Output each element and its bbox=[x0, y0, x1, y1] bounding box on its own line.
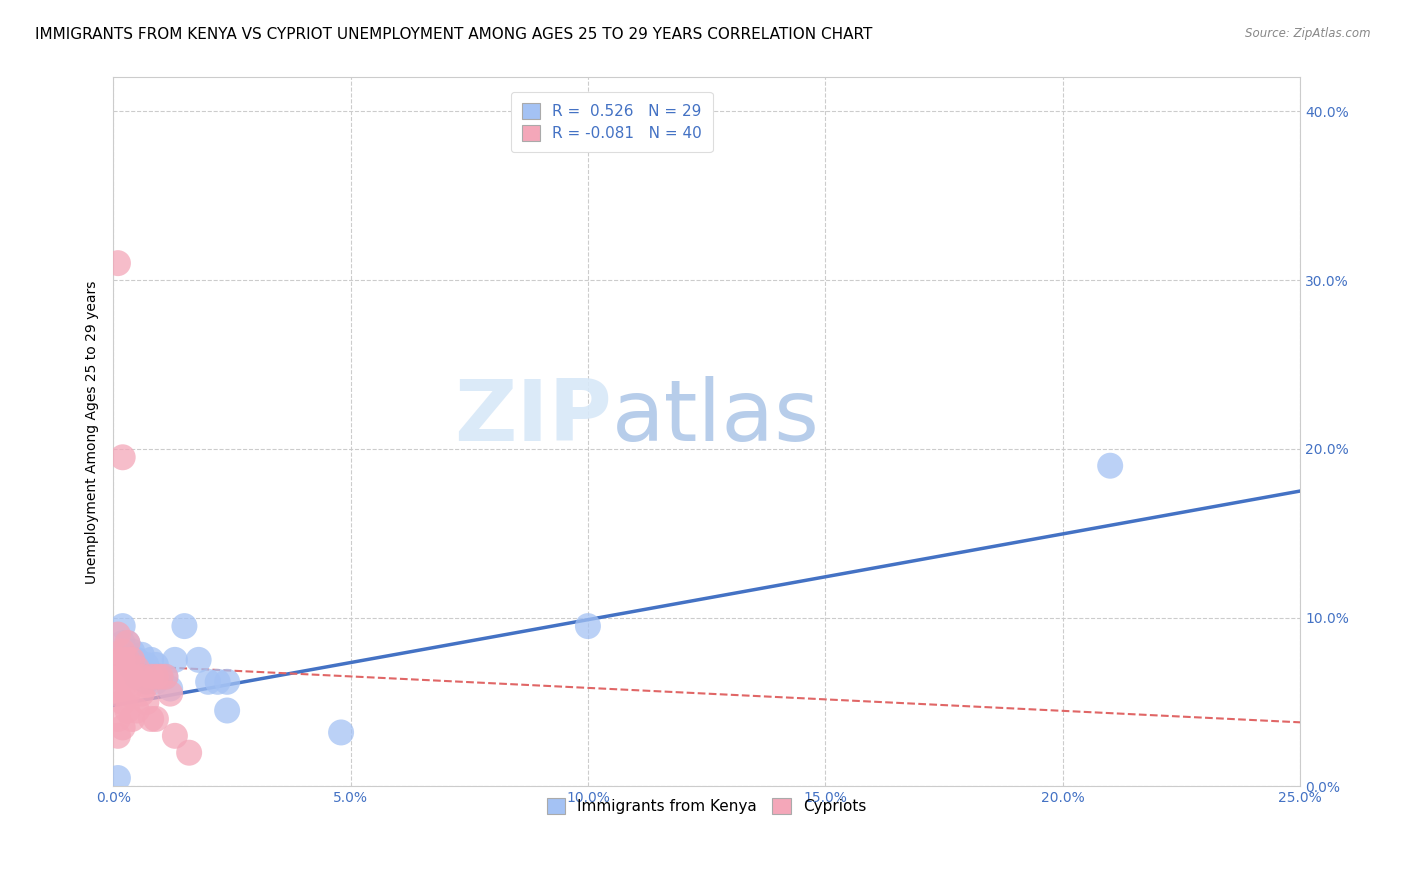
Point bbox=[217, 704, 239, 718]
Point bbox=[135, 695, 157, 709]
Point bbox=[111, 687, 134, 701]
Point bbox=[107, 653, 129, 667]
Point bbox=[149, 670, 172, 684]
Point bbox=[159, 681, 181, 696]
Point bbox=[111, 644, 134, 658]
Point bbox=[145, 670, 167, 684]
Point bbox=[107, 661, 129, 675]
Point bbox=[107, 670, 129, 684]
Point bbox=[107, 627, 129, 641]
Point bbox=[155, 670, 177, 684]
Point bbox=[135, 657, 157, 672]
Point bbox=[107, 687, 129, 701]
Point bbox=[121, 644, 143, 658]
Point bbox=[111, 636, 134, 650]
Point bbox=[145, 657, 167, 672]
Point bbox=[121, 661, 143, 675]
Point bbox=[117, 653, 139, 667]
Point bbox=[163, 653, 186, 667]
Point bbox=[131, 687, 153, 701]
Y-axis label: Unemployment Among Ages 25 to 29 years: Unemployment Among Ages 25 to 29 years bbox=[86, 280, 100, 583]
Point bbox=[125, 670, 148, 684]
Point bbox=[576, 619, 599, 633]
Point bbox=[155, 670, 177, 684]
Point bbox=[117, 636, 139, 650]
Point bbox=[107, 729, 129, 743]
Point bbox=[125, 661, 148, 675]
Point bbox=[107, 771, 129, 785]
Text: Source: ZipAtlas.com: Source: ZipAtlas.com bbox=[1246, 27, 1371, 40]
Text: IMMIGRANTS FROM KENYA VS CYPRIOT UNEMPLOYMENT AMONG AGES 25 TO 29 YEARS CORRELAT: IMMIGRANTS FROM KENYA VS CYPRIOT UNEMPLO… bbox=[35, 27, 873, 42]
Point bbox=[141, 653, 163, 667]
Point bbox=[117, 636, 139, 650]
Text: atlas: atlas bbox=[612, 376, 820, 459]
Point bbox=[131, 670, 153, 684]
Point bbox=[179, 746, 201, 760]
Point bbox=[207, 674, 229, 689]
Point bbox=[217, 674, 239, 689]
Point bbox=[159, 687, 181, 701]
Point bbox=[111, 695, 134, 709]
Point bbox=[121, 712, 143, 726]
Point bbox=[111, 450, 134, 465]
Point bbox=[145, 712, 167, 726]
Point bbox=[141, 712, 163, 726]
Point bbox=[117, 670, 139, 684]
Legend: Immigrants from Kenya, Cypriots: Immigrants from Kenya, Cypriots bbox=[536, 788, 877, 825]
Point bbox=[149, 670, 172, 684]
Point bbox=[107, 256, 129, 270]
Point bbox=[135, 674, 157, 689]
Point bbox=[107, 670, 129, 684]
Point bbox=[111, 653, 134, 667]
Point bbox=[330, 725, 353, 739]
Point bbox=[111, 720, 134, 734]
Point bbox=[117, 687, 139, 701]
Point bbox=[135, 678, 157, 692]
Point bbox=[1099, 458, 1122, 473]
Point bbox=[117, 653, 139, 667]
Point bbox=[145, 674, 167, 689]
Point bbox=[163, 729, 186, 743]
Point bbox=[111, 619, 134, 633]
Point bbox=[197, 674, 219, 689]
Point bbox=[121, 670, 143, 684]
Point bbox=[125, 704, 148, 718]
Point bbox=[121, 653, 143, 667]
Point bbox=[107, 653, 129, 667]
Point bbox=[107, 712, 129, 726]
Point bbox=[131, 665, 153, 679]
Text: ZIP: ZIP bbox=[454, 376, 612, 459]
Point bbox=[117, 704, 139, 718]
Point bbox=[141, 670, 163, 684]
Point bbox=[131, 648, 153, 662]
Point bbox=[125, 653, 148, 667]
Point bbox=[187, 653, 209, 667]
Point bbox=[111, 670, 134, 684]
Point bbox=[173, 619, 195, 633]
